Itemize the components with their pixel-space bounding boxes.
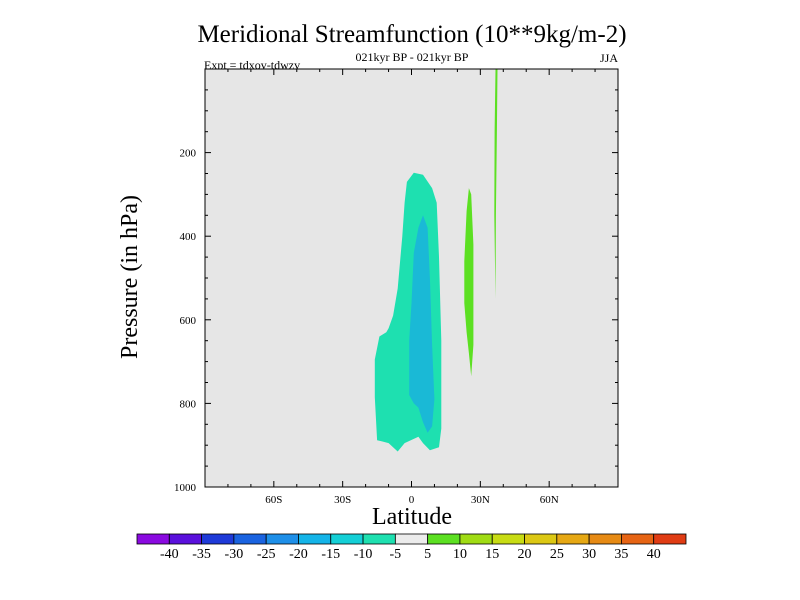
x-axis-label: Latitude <box>372 504 452 530</box>
colorbar-label: 40 <box>647 547 661 562</box>
colorbar-box <box>556 533 590 545</box>
colorbar-box <box>233 533 267 545</box>
colorbar-box <box>524 533 558 545</box>
colorbar-label: -30 <box>225 547 244 562</box>
season-label: JJA <box>600 51 618 65</box>
colorbar-label: -5 <box>390 547 402 562</box>
colorbar-label: 25 <box>550 547 564 562</box>
x-tick-label: 30S <box>334 494 351 506</box>
colorbar: -40 -35 -30 -25 -20 -15 -10 -5 5 10 15 20 25 30 35 40 <box>136 533 687 562</box>
contour-layer <box>374 69 498 452</box>
colorbar-label: 35 <box>614 547 628 562</box>
colorbar-box <box>136 533 170 545</box>
colorbar-box <box>168 533 202 545</box>
contour-region-4 <box>494 69 498 299</box>
chart-title: Meridional Streamfunction (10**9kg/m-2) <box>197 21 626 48</box>
colorbar-label: 20 <box>518 547 532 562</box>
x-tick-label: 0 <box>409 494 415 506</box>
colorbar-label: -15 <box>321 547 340 562</box>
y-tick-label: 200 <box>180 148 197 160</box>
colorbar-box <box>459 533 493 545</box>
colorbar-box <box>588 533 622 545</box>
y-axis-label: Pressure (in hPa) <box>117 195 143 359</box>
y-tick-label: 1000 <box>174 482 197 494</box>
colorbar-label: 30 <box>582 547 596 562</box>
colorbar-box <box>491 533 525 545</box>
y-tick-label: 400 <box>180 231 197 243</box>
colorbar-label: -10 <box>354 547 373 562</box>
y-tick-label: 800 <box>180 398 197 410</box>
y-axis-ticks: 200 400 600 800 1000 <box>174 89 618 494</box>
colorbar-box <box>330 533 364 545</box>
y-tick-label: 600 <box>180 315 197 327</box>
x-tick-label: 60N <box>540 494 559 506</box>
chart-subtitle: 021kyr BP - 021kyr BP <box>356 50 469 64</box>
colorbar-box <box>621 533 655 545</box>
colorbar-label: -20 <box>289 547 308 562</box>
colorbar-box <box>362 533 396 545</box>
colorbar-label: -25 <box>257 547 276 562</box>
x-tick-label: 60S <box>265 494 282 506</box>
colorbar-box <box>265 533 299 545</box>
colorbar-box <box>298 533 332 545</box>
x-axis-ticks: 60S 30S 0 30N 60N <box>204 69 619 506</box>
contour-region-3 <box>464 188 474 377</box>
colorbar-label: 15 <box>485 547 499 562</box>
colorbar-box <box>427 533 461 545</box>
contour-region-2 <box>409 215 435 433</box>
colorbar-box <box>201 533 235 545</box>
colorbar-label: -40 <box>160 547 179 562</box>
colorbar-box <box>394 533 429 545</box>
x-tick-label: 30N <box>471 494 490 506</box>
colorbar-label: 10 <box>453 547 467 562</box>
colorbar-box <box>653 533 687 545</box>
colorbar-label: 5 <box>424 547 431 562</box>
colorbar-label: -35 <box>192 547 211 562</box>
